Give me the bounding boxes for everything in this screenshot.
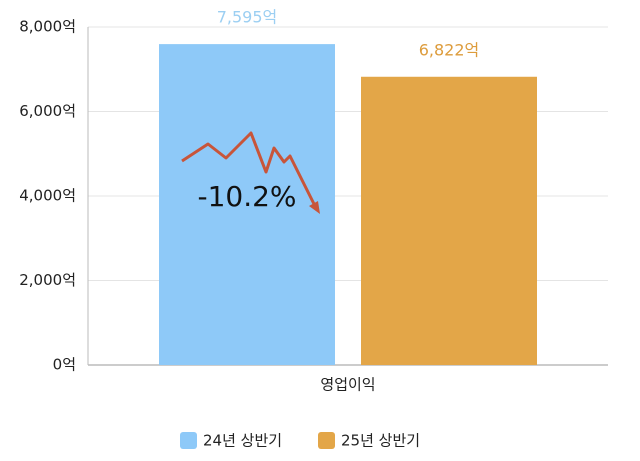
y-tick-label: 4,000억 — [19, 187, 76, 205]
legend-swatch — [180, 432, 197, 449]
legend-label: 24년 상반기 — [203, 432, 282, 450]
legend-label: 25년 상반기 — [341, 432, 420, 450]
y-tick-label: 8,000억 — [19, 18, 76, 36]
trend-arrow — [181, 131, 318, 209]
arrow-head — [309, 201, 320, 214]
y-tick-label: 6,000억 — [19, 102, 76, 120]
value-label: 7,595억 — [217, 8, 278, 27]
value-label: 6,822억 — [419, 40, 480, 59]
bar — [361, 76, 537, 365]
legend-swatch — [318, 432, 335, 449]
bar — [159, 44, 335, 366]
x-tick-label: 영업이익 — [320, 376, 375, 394]
annotation: -10.2% — [197, 180, 296, 213]
y-tick-label: 2,000억 — [19, 271, 76, 289]
y-tick-label: 0억 — [53, 356, 76, 374]
